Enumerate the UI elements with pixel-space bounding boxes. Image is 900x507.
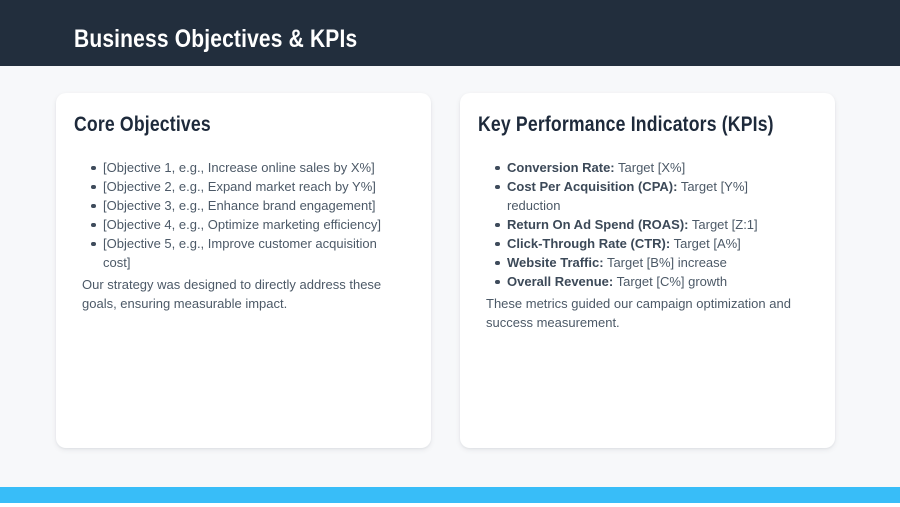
list-item: [Objective 1, e.g., Increase online sale… — [74, 158, 382, 177]
list-item: [Objective 4, e.g., Optimize marketing e… — [74, 215, 382, 234]
card-kpis: Key Performance Indicators (KPIs) Conver… — [460, 93, 835, 448]
kpis-title: Key Performance Indicators (KPIs) — [478, 113, 774, 136]
list-item: Return On Ad Spend (ROAS): Target [Z:1] — [478, 215, 786, 234]
list-item: Conversion Rate: Target [X%] — [478, 158, 786, 177]
list-item: Cost Per Acquisition (CPA): Target [Y%] … — [478, 177, 786, 215]
core-objectives-note: Our strategy was designed to directly ad… — [82, 277, 382, 311]
list-item: [Objective 3, e.g., Enhance brand engage… — [74, 196, 382, 215]
list-item: Overall Revenue: Target [C%] growth — [478, 272, 786, 291]
footer-accent-bar — [0, 487, 900, 503]
core-objectives-list: [Objective 1, e.g., Increase online sale… — [74, 158, 413, 272]
footer-bottom-strip — [0, 503, 900, 507]
list-item: [Objective 5, e.g., Improve customer acq… — [74, 234, 382, 272]
card-core-objectives: Core Objectives [Objective 1, e.g., Incr… — [56, 93, 431, 448]
kpi-label: Click-Through Rate (CTR): — [507, 236, 671, 251]
kpi-label: Website Traffic: — [507, 255, 604, 270]
cards-container: Core Objectives [Objective 1, e.g., Incr… — [56, 93, 835, 448]
kpi-label: Return On Ad Spend (ROAS): — [507, 217, 689, 232]
header-bar: Business Objectives & KPIs — [0, 0, 900, 66]
kpi-list: Conversion Rate: Target [X%] Cost Per Acq… — [478, 158, 817, 291]
list-item: Click-Through Rate (CTR): Target [A%] — [478, 234, 786, 253]
page-title: Business Objectives & KPIs — [74, 24, 358, 53]
kpis-note: These metrics guided our campaign optimi… — [486, 296, 791, 330]
list-item: Website Traffic: Target [B%] increase — [478, 253, 786, 272]
kpi-label: Conversion Rate: — [507, 160, 615, 175]
list-item: [Objective 2, e.g., Expand market reach … — [74, 177, 382, 196]
kpi-label: Cost Per Acquisition (CPA): — [507, 179, 678, 194]
kpi-label: Overall Revenue: — [507, 274, 614, 289]
core-objectives-title: Core Objectives — [74, 113, 211, 136]
